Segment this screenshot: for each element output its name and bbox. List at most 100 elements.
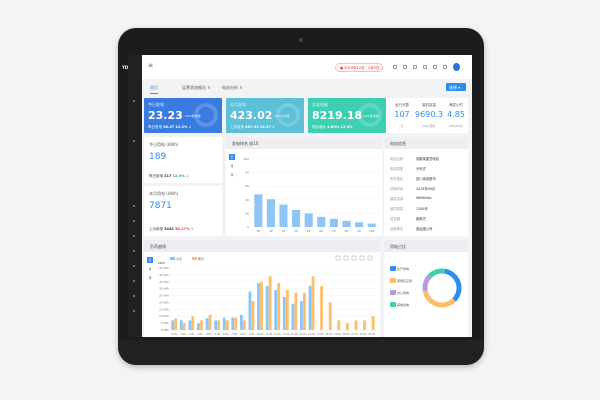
bar-1 [268,276,272,330]
sidebar-nav-item[interactable] [133,310,135,312]
kpi-pct: 12.3% ↓ [175,125,192,129]
bar [317,216,326,227]
sidebar-nav-item[interactable] [133,250,135,252]
kpi-card: 今日发电 23.23 kWh发电量 昨日发电 26.47 12.3% ↓ [144,98,222,133]
y-tick-label: 0 [247,225,249,229]
user-icon[interactable] [403,65,407,69]
x-tick-label: 14:00 [291,333,298,336]
ranking-title: 发电排名 前10 [232,141,259,146]
bar-0 [300,301,303,330]
y-tick-label: 0 kWh [161,328,170,332]
sidebar-nav-item[interactable] [133,220,135,222]
period-tab-1[interactable]: 月 [148,267,152,271]
menu-icon[interactable]: ≡ [148,62,154,69]
load-header: 负荷曲线 [144,240,380,252]
tab-2[interactable]: 电站分析 × [222,85,243,90]
kpi-sub: 昨日发电 26.47 12.3% ↓ [148,125,192,130]
stat-sub: kWh/kWp [448,124,464,128]
kpi-circle-icon [194,103,218,127]
legend-label: 办公用电 [397,290,409,295]
period-tab-1[interactable]: 月 [230,164,234,168]
x-tick-label: 3# [282,229,286,233]
kpi-title: 总发电量 [312,102,328,107]
usage-title: 用电占比 [390,244,406,249]
dashboard-screen: ≡ ● 2019年12月 · 1月9日 首页 运营状态概况 × 电站分析 × 选择 … [142,55,472,337]
sidebar-nav-item[interactable] [133,140,135,142]
y-tick-label: 45 kWh [159,266,169,270]
tab-1[interactable]: 运营状态概况 × [182,85,211,90]
info-value: 组串式 [416,217,426,221]
period-tab-0[interactable]: 日 [229,154,235,160]
lock-icon[interactable] [413,65,417,69]
settings-icon[interactable] [393,65,397,69]
usage-card-sub: 上月用电 3442 56.27% ↑ [149,227,194,232]
stat-sub: kWp装机 [422,124,436,128]
bar-0 [197,323,200,330]
usage-header: 用电占比 [384,240,468,252]
kpi-value: 8219.18 [312,109,363,122]
bar-0 [248,291,252,330]
bar-0 [274,290,278,330]
stat-label: 运行天数 [395,103,409,107]
alert-pill[interactable]: ● 2019年12月 · 1月9日 [335,63,383,72]
ranking-panel: 发电排名 前10 0 20 40 60 80 100 1# 2# 3# 4# 5# 6# 7# 8# 9# 1… [226,137,382,236]
tablet-bezel-bottom [118,340,484,365]
bar [304,213,313,227]
x-tick-label: 5:00 [215,333,221,336]
usage-sub-label: 昨日用电 [149,174,163,178]
period-tab-2[interactable]: 年 [230,173,234,177]
bar [279,204,288,227]
period-tab-0[interactable]: 日 [147,257,153,263]
kpi-pct: 16.27 ↓ [259,125,275,129]
tab-0[interactable]: 首页 [150,85,158,94]
legend-label: 其他用电 [397,302,409,307]
stat-sub: 天 [400,124,404,128]
bar [355,222,364,227]
kpi-title: 本月发电 [230,102,246,107]
sidebar-nav-item[interactable] [133,235,135,237]
bar-1 [277,283,281,330]
stat-value: 9690.3 [415,110,443,119]
x-tick-label: 6:00 [223,333,229,336]
sidebar-nav-item[interactable] [133,280,135,282]
load-curve-panel: 负荷曲线 kWh 今日 昨日 0 kWh 5 kWh 10 kWh 15 kWh 20 kWh… [144,240,380,337]
y-tick-label: 20 [245,211,249,215]
bar-1 [225,320,229,330]
info-value: 某运维公司 [416,227,433,231]
y-tick-label: 60 [245,184,249,188]
fullscreen-icon[interactable] [443,65,447,69]
sidebar-nav-item[interactable] [133,295,135,297]
stat-label: 满发小时 [449,103,463,107]
y-tick-label: 20 kWh [159,300,169,304]
stats-card: 运行天数 107 天 装机容量 9690.3 kWp装机 满发小时 4.85 kWh/kWp [386,98,468,133]
select-button[interactable]: 选择 ▾ [446,83,466,91]
trash-icon[interactable] [423,65,427,69]
info-key: 组件数量 [390,207,404,211]
avatar[interactable] [453,63,460,71]
sidebar-nav-item[interactable] [133,265,135,267]
usage-card: 本月用电 (kWh) 7871 上月用电 3442 56.27% ↑ [144,186,222,236]
x-tick-label: 19:00 [334,333,341,336]
x-tick-label: 7# [332,229,336,233]
sidebar-nav-item[interactable] [133,205,135,207]
bar-1 [200,320,203,330]
x-tick-label: 3:00 [197,333,203,336]
bar-1 [363,320,366,330]
usage-pct: 12.9% ↓ [172,174,189,178]
stat-label: 装机容量 [422,103,436,107]
info-title: 电站信息 [390,141,406,146]
kpi-unit: kWh发电量 [274,114,290,118]
bar-1 [320,285,324,330]
y-tick-label: 40 kWh [159,273,169,277]
kpi-unit: kWh发电量 [363,114,379,118]
legend-label: 今日 [176,256,182,261]
info-value: 9690kWp [416,196,432,200]
legend-swatch [390,278,396,283]
x-tick-label: 10:00 [257,333,264,336]
moon-icon[interactable] [433,65,437,69]
period-tab-2[interactable]: 年 [148,276,152,280]
usage-sub-value: 217 [164,174,172,178]
usage-card-value: 7871 [149,201,172,211]
sidebar-nav-item[interactable] [133,100,135,102]
info-key: 电站类型 [390,167,404,171]
